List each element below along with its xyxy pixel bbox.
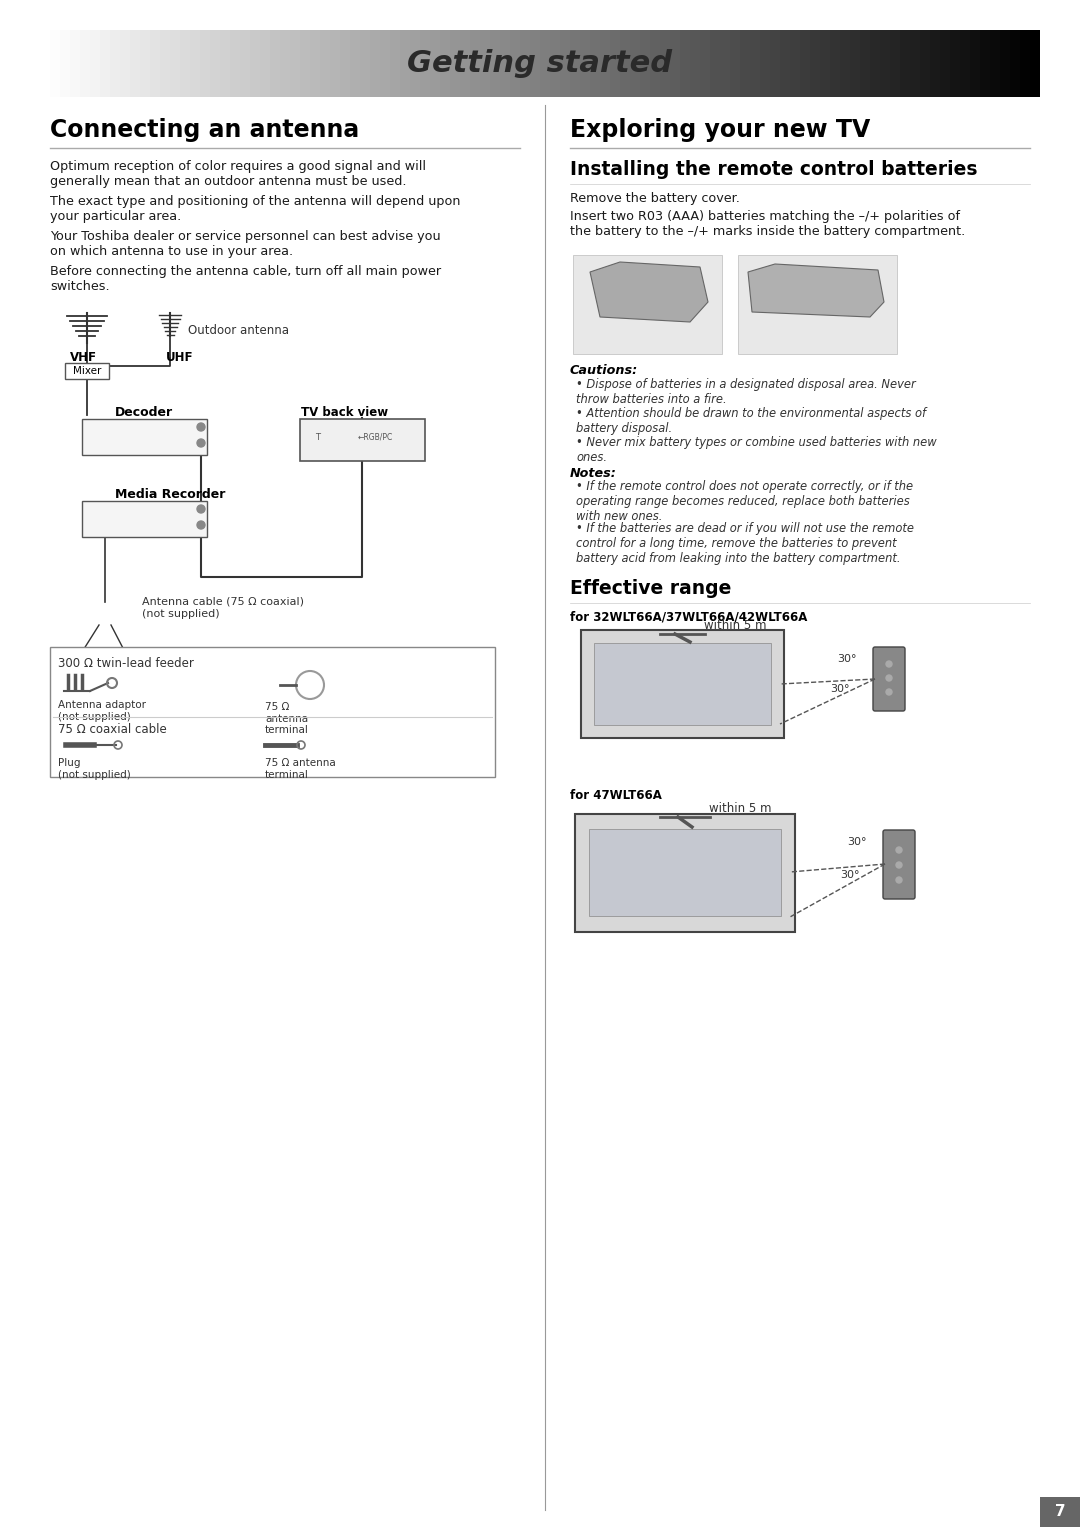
Text: 75 Ω
antenna
terminal: 75 Ω antenna terminal — [265, 702, 309, 734]
Text: 7: 7 — [1055, 1504, 1065, 1519]
Text: 75 Ω coaxial cable: 75 Ω coaxial cable — [58, 722, 166, 736]
Text: • Dispose of batteries in a designated disposal area. Never
throw batteries into: • Dispose of batteries in a designated d… — [576, 379, 916, 406]
Circle shape — [197, 438, 205, 447]
Text: Getting started: Getting started — [407, 49, 673, 78]
Text: 300 Ω twin-lead feeder: 300 Ω twin-lead feeder — [58, 657, 194, 670]
Text: Antenna adaptor
(not supplied): Antenna adaptor (not supplied) — [58, 699, 146, 722]
Text: Cautions:: Cautions: — [570, 363, 638, 377]
Text: 30°: 30° — [847, 837, 867, 847]
FancyBboxPatch shape — [738, 255, 897, 354]
Text: Before connecting the antenna cable, turn off all main power
switches.: Before connecting the antenna cable, tur… — [50, 266, 441, 293]
FancyBboxPatch shape — [300, 418, 426, 461]
Text: Mixer: Mixer — [72, 366, 102, 376]
FancyBboxPatch shape — [594, 643, 771, 725]
FancyBboxPatch shape — [82, 501, 207, 538]
FancyBboxPatch shape — [573, 255, 723, 354]
Circle shape — [197, 521, 205, 528]
Text: Antenna cable (75 Ω coaxial)
(not supplied): Antenna cable (75 Ω coaxial) (not suppli… — [141, 597, 303, 618]
Text: Connecting an antenna: Connecting an antenna — [50, 118, 360, 142]
Text: Decoder: Decoder — [114, 406, 173, 418]
Text: Remove the battery cover.: Remove the battery cover. — [570, 192, 740, 205]
Text: Insert two R03 (AAA) batteries matching the –/+ polarities of
the battery to the: Insert two R03 (AAA) batteries matching … — [570, 211, 966, 238]
Text: for 32WLT66A/37WLT66A/42WLT66A: for 32WLT66A/37WLT66A/42WLT66A — [570, 611, 808, 625]
Text: for 47WLT66A: for 47WLT66A — [570, 789, 662, 802]
Circle shape — [896, 847, 902, 854]
Circle shape — [896, 876, 902, 883]
Text: TV back view: TV back view — [301, 406, 389, 418]
FancyBboxPatch shape — [65, 363, 109, 379]
Polygon shape — [748, 264, 885, 318]
Circle shape — [197, 423, 205, 431]
Text: within 5 m: within 5 m — [708, 802, 771, 815]
Text: Optimum reception of color requires a good signal and will
generally mean that a: Optimum reception of color requires a go… — [50, 160, 426, 188]
Circle shape — [896, 863, 902, 867]
Text: VHF: VHF — [69, 351, 96, 363]
FancyBboxPatch shape — [589, 829, 781, 916]
FancyBboxPatch shape — [883, 831, 915, 899]
Text: UHF: UHF — [166, 351, 193, 363]
Text: • Never mix battery types or combine used batteries with new
ones.: • Never mix battery types or combine use… — [576, 437, 936, 464]
FancyBboxPatch shape — [873, 647, 905, 712]
Text: Exploring your new TV: Exploring your new TV — [570, 118, 870, 142]
Circle shape — [886, 689, 892, 695]
Text: • If the batteries are dead or if you will not use the remote
control for a long: • If the batteries are dead or if you wi… — [576, 522, 914, 565]
Text: 75 Ω antenna
terminal: 75 Ω antenna terminal — [265, 757, 336, 780]
Text: 30°: 30° — [837, 654, 856, 664]
Text: Installing the remote control batteries: Installing the remote control batteries — [570, 160, 977, 179]
Text: T: T — [315, 432, 321, 441]
Text: Outdoor antenna: Outdoor antenna — [188, 324, 289, 336]
Text: Your Toshiba dealer or service personnel can best advise you
on which antenna to: Your Toshiba dealer or service personnel… — [50, 231, 441, 258]
Text: ←RGB/PC: ←RGB/PC — [357, 432, 393, 441]
Text: within 5 m: within 5 m — [704, 618, 766, 632]
FancyBboxPatch shape — [82, 418, 207, 455]
FancyBboxPatch shape — [575, 814, 795, 931]
FancyBboxPatch shape — [581, 631, 784, 738]
Text: • Attention should be drawn to the environmental aspects of
battery disposal.: • Attention should be drawn to the envir… — [576, 408, 926, 435]
Circle shape — [886, 661, 892, 667]
Bar — [1040, 1496, 1080, 1527]
Text: Plug
(not supplied): Plug (not supplied) — [58, 757, 131, 780]
Text: Notes:: Notes: — [570, 467, 617, 479]
Circle shape — [197, 505, 205, 513]
Polygon shape — [590, 263, 708, 322]
Text: 30°: 30° — [831, 684, 850, 693]
Circle shape — [886, 675, 892, 681]
Text: The exact type and positioning of the antenna will depend upon
your particular a: The exact type and positioning of the an… — [50, 195, 460, 223]
Text: Media Recorder: Media Recorder — [114, 489, 226, 501]
Text: • If the remote control does not operate correctly, or if the
operating range be: • If the remote control does not operate… — [576, 479, 913, 524]
FancyBboxPatch shape — [50, 647, 495, 777]
Text: Effective range: Effective range — [570, 579, 731, 599]
Text: 30°: 30° — [840, 870, 860, 880]
